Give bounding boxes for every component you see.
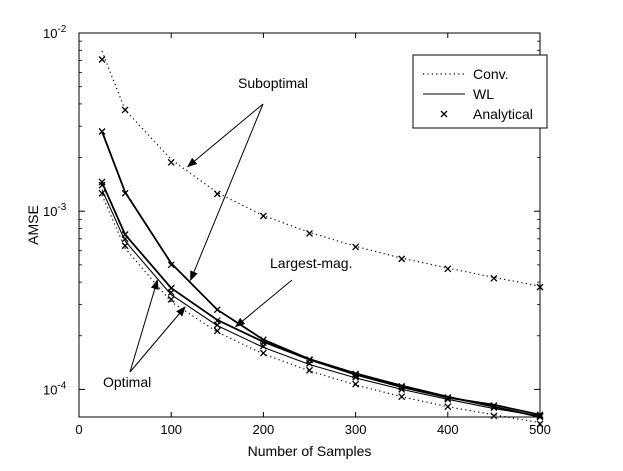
analytical-marker xyxy=(306,366,313,374)
x-tick-label: 100 xyxy=(160,422,182,437)
annotation-arrow xyxy=(234,279,293,328)
y-axis-label: AMSE xyxy=(25,205,41,245)
analytical-marker xyxy=(352,380,360,388)
analytical-marker xyxy=(167,288,175,296)
analytical-marker xyxy=(121,189,129,197)
analytical-marker xyxy=(121,235,129,243)
y-tick-label: 10-2 xyxy=(43,24,67,41)
analytical-marker xyxy=(213,190,221,198)
analytical-marker xyxy=(259,342,267,350)
legend: Conv. WL Analytical xyxy=(412,54,548,129)
analytical-marker xyxy=(167,158,175,166)
analytical-marker xyxy=(213,306,221,314)
analytical-marker xyxy=(352,371,360,379)
annotation-optimal: Optimal xyxy=(103,374,151,390)
analytical-marker xyxy=(259,336,267,344)
analytical-marker xyxy=(352,373,360,381)
analytical-marker xyxy=(444,265,452,273)
analytical-marker xyxy=(444,403,452,411)
analytical-marker xyxy=(98,128,106,135)
analytical-marker xyxy=(398,255,406,263)
analytical-marker xyxy=(398,393,406,401)
legend-label-analytical: Analytical xyxy=(473,106,533,122)
analytical-marker xyxy=(259,349,267,357)
x-tick-label: 500 xyxy=(529,422,551,437)
annotation-arrow xyxy=(129,306,186,373)
analytical-marker xyxy=(213,327,221,335)
analytical-marker xyxy=(490,274,498,282)
analytical-marker xyxy=(121,106,129,114)
analytical-marker xyxy=(306,230,313,237)
analytical-marker xyxy=(259,212,267,220)
x-tick-label: 300 xyxy=(345,422,367,437)
annotation-largest-mag-: Largest-mag. xyxy=(270,255,352,271)
analytical-marker xyxy=(490,412,498,420)
analytical-marker xyxy=(490,404,498,412)
analytical-marker xyxy=(213,321,221,329)
analytical-marker xyxy=(167,295,175,303)
analytical-marker xyxy=(536,420,544,428)
analytical-marker xyxy=(167,261,175,269)
analytical-marker xyxy=(352,243,360,251)
annotation-suboptimal: Suboptimal xyxy=(238,75,308,91)
legend-label-conv: Conv. xyxy=(473,66,509,82)
annotation-arrow xyxy=(129,279,159,373)
ticks-layer: 0 100 200 300 400 500 10-4 10-3 10-2 xyxy=(43,24,551,437)
markers-layer xyxy=(98,56,544,428)
legend-marker-x xyxy=(440,110,448,118)
annotation-arrow xyxy=(187,103,264,168)
y-tick-label: 10-4 xyxy=(43,380,67,397)
analytical-marker xyxy=(306,359,313,367)
analytical-marker xyxy=(444,395,452,403)
legend-label-wl: WL xyxy=(473,86,494,102)
annotation-arrow xyxy=(190,103,264,282)
analytical-marker xyxy=(121,242,129,250)
x-tick-label: 200 xyxy=(253,422,275,437)
analytical-marker xyxy=(398,383,406,391)
series-line-wl-optimal xyxy=(101,189,541,417)
x-axis-label: Number of Samples xyxy=(248,443,372,459)
legend-box xyxy=(412,54,548,129)
legend-swatch-analytical xyxy=(440,110,448,118)
analytical-marker xyxy=(98,181,106,189)
analytical-marker xyxy=(490,402,498,410)
analytical-marker xyxy=(98,189,106,197)
series-line-conv-optimal xyxy=(101,194,541,424)
analytical-marker xyxy=(398,385,406,393)
x-tick-label: 0 xyxy=(75,422,82,437)
analytical-marker xyxy=(444,394,452,402)
annotations-layer: Suboptimal Largest-mag. Optimal xyxy=(103,75,352,390)
analytical-marker xyxy=(98,56,106,63)
y-tick-label: 10-3 xyxy=(43,202,67,219)
plot-frame xyxy=(78,32,541,418)
x-tick-label: 400 xyxy=(437,422,459,437)
